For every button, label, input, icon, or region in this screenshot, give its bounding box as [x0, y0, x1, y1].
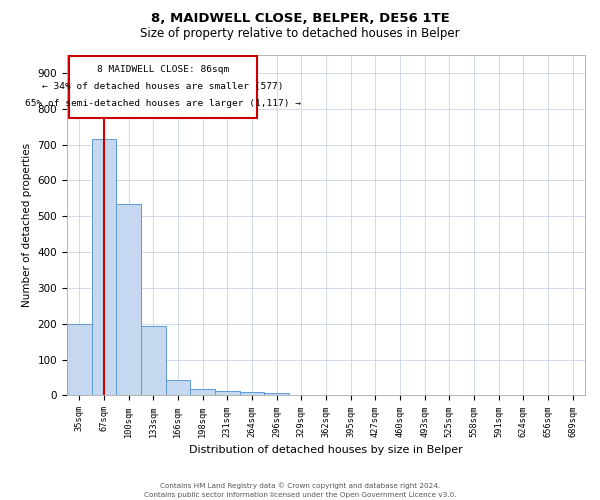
Bar — [69, 56, 257, 118]
Bar — [215, 391, 239, 396]
Text: 8, MAIDWELL CLOSE, BELPER, DE56 1TE: 8, MAIDWELL CLOSE, BELPER, DE56 1TE — [151, 12, 449, 26]
Bar — [67, 324, 92, 396]
Text: ← 34% of detached houses are smaller (577): ← 34% of detached houses are smaller (57… — [42, 82, 284, 91]
Bar — [116, 204, 141, 396]
Bar — [166, 380, 190, 396]
Bar — [190, 390, 215, 396]
Bar — [92, 139, 116, 396]
Text: Contains public sector information licensed under the Open Government Licence v3: Contains public sector information licen… — [144, 492, 456, 498]
Text: Contains HM Land Registry data © Crown copyright and database right 2024.: Contains HM Land Registry data © Crown c… — [160, 482, 440, 489]
X-axis label: Distribution of detached houses by size in Belper: Distribution of detached houses by size … — [189, 445, 463, 455]
Bar — [141, 326, 166, 396]
Text: 65% of semi-detached houses are larger (1,117) →: 65% of semi-detached houses are larger (… — [25, 100, 301, 108]
Bar — [239, 392, 264, 396]
Y-axis label: Number of detached properties: Number of detached properties — [22, 143, 32, 308]
Bar — [264, 393, 289, 396]
Text: 8 MAIDWELL CLOSE: 86sqm: 8 MAIDWELL CLOSE: 86sqm — [97, 65, 229, 74]
Text: Size of property relative to detached houses in Belper: Size of property relative to detached ho… — [140, 28, 460, 40]
